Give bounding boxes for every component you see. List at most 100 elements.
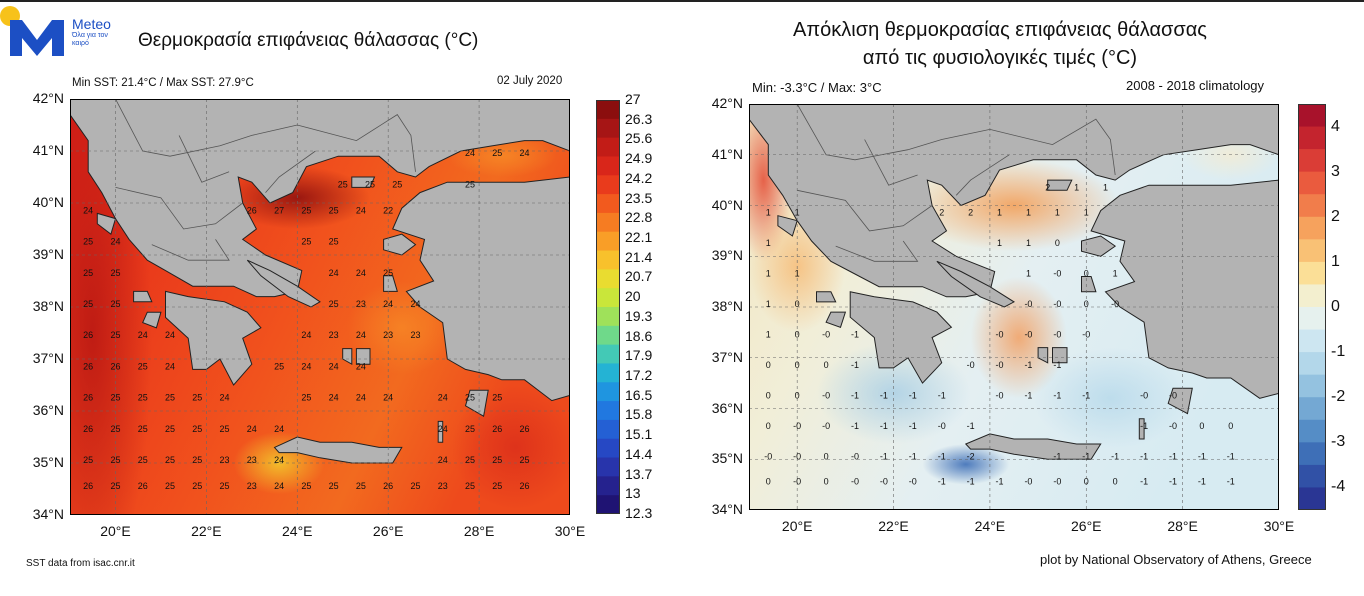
colorbar-swatch	[596, 495, 620, 514]
grid-value: 24	[410, 299, 420, 309]
grid-value: -1	[938, 390, 946, 400]
colorbar-frame	[596, 100, 620, 514]
colorbar-swatch	[1298, 149, 1326, 173]
colorbar-label: -3	[1331, 433, 1346, 451]
grid-value: 25	[329, 237, 339, 247]
colorbar-swatch	[596, 156, 620, 176]
right-map-title-line2: από τις φυσιολογικές τιμές (°C)	[862, 47, 1138, 69]
grid-value: 24	[274, 455, 284, 465]
grid-value: 0	[766, 360, 771, 370]
grid-value: -0	[1024, 477, 1032, 487]
grid-value: 25	[83, 299, 93, 309]
grid-value: 25	[192, 455, 202, 465]
border-line	[796, 104, 1116, 176]
land-turkey	[1090, 179, 1279, 399]
grid-value: 26	[83, 424, 93, 434]
grid-value: 26	[520, 424, 530, 434]
grid-value: 1	[1026, 269, 1031, 279]
colorbar-label: -1	[1331, 343, 1346, 361]
grid-value: -0	[909, 477, 917, 487]
land-rhodes	[1167, 387, 1193, 415]
colorbar-label: 12.3	[625, 505, 653, 521]
grid-value: 0	[766, 421, 771, 431]
grid-value: 25	[465, 424, 475, 434]
colorbar-label: 22.8	[625, 209, 653, 226]
grid-value: 24	[438, 455, 448, 465]
colorbar-swatch	[1298, 284, 1326, 308]
colorbar-swatch	[596, 363, 620, 383]
grid-value: 23	[329, 330, 339, 340]
grid-value: -1	[880, 451, 888, 461]
grid-value: 25	[83, 268, 93, 278]
land-zakynthos	[142, 311, 162, 329]
grid-value: 24	[165, 330, 175, 340]
y-tick-label: 37°N	[711, 348, 743, 365]
grid-value: 24	[247, 424, 257, 434]
y-tick-label: 40°N	[711, 196, 743, 213]
grid-value: 0	[824, 451, 829, 461]
right-footer: plot by National Observatory of Athens, …	[1040, 552, 1312, 567]
x-tick-label: 20°E	[100, 523, 131, 539]
grid-value: -1	[851, 360, 859, 370]
left-stats: Min SST: 21.4°C / Max SST: 27.9°C	[72, 77, 254, 89]
land-kefalonia	[133, 290, 153, 303]
grid-value: -0	[1053, 329, 1061, 339]
colorbar-swatch	[596, 476, 620, 496]
colorbar-label: 23.5	[625, 189, 653, 206]
grid-value: 1	[766, 238, 771, 248]
colorbar-swatch	[596, 438, 620, 459]
grid-value: 25	[329, 481, 339, 491]
land-mainland	[749, 104, 1279, 298]
grid-value: 24	[438, 424, 448, 434]
colorbar-swatch	[1298, 171, 1326, 195]
colorbar-label: 13	[625, 485, 641, 502]
colorbar-label: 4	[1331, 117, 1340, 135]
grid-value: 1	[1026, 208, 1031, 218]
grid-value: 22	[383, 205, 393, 215]
grid-value: 24	[356, 330, 366, 340]
grid-value: 24	[383, 299, 393, 309]
grid-value: 25	[329, 299, 339, 309]
land-lesvos	[1081, 235, 1117, 257]
grid-value: 25	[465, 179, 475, 189]
y-tick-label: 36°N	[32, 402, 64, 418]
grid-value: -0	[822, 421, 830, 431]
land-paros	[342, 348, 353, 366]
grid-value: 24	[329, 268, 339, 278]
grid-value: 0	[766, 477, 771, 487]
y-tick-label: 36°N	[711, 399, 743, 416]
grid-value: 25	[274, 361, 284, 371]
land-paros	[1037, 347, 1049, 364]
grid-value: -1	[1140, 477, 1148, 487]
colorbar-swatch	[1298, 374, 1326, 398]
grid-value: 25	[165, 424, 175, 434]
border-line	[797, 189, 933, 232]
land-karpathos	[437, 420, 444, 443]
grid-value: 1	[795, 208, 800, 218]
grid-value: 25	[220, 481, 230, 491]
grid-value: 25	[520, 455, 530, 465]
grid-value: 26	[520, 481, 530, 491]
grid-value: 25	[329, 205, 339, 215]
colorbar-label: 1	[1331, 252, 1340, 270]
grid-value: 1	[766, 299, 771, 309]
border-line	[115, 99, 416, 172]
grid-value: 25	[83, 237, 93, 247]
grid-value: 0	[1228, 421, 1233, 431]
grid-value: 0	[1199, 421, 1204, 431]
grid-value: 24	[356, 393, 366, 403]
sea-shading	[970, 276, 1067, 399]
grid-value: 1	[766, 208, 771, 218]
grid-value: -0	[1053, 269, 1061, 279]
y-tick-label: 42°N	[711, 95, 743, 111]
land-corfu	[777, 215, 798, 237]
grid-value: 25	[301, 393, 311, 403]
grid-value: 2	[939, 208, 944, 218]
left-sst-map: 24 26 27 25 25 24 22 25 24 25 25 25 25 24 24 25 25 25 25 23…	[70, 99, 570, 515]
grid-value: -1	[851, 421, 859, 431]
border-line	[151, 239, 230, 261]
grid-value: -0	[1053, 477, 1061, 487]
colorbar-swatch	[596, 118, 620, 139]
x-tick-label: 30°E	[554, 523, 586, 539]
land-zakynthos	[825, 311, 847, 328]
